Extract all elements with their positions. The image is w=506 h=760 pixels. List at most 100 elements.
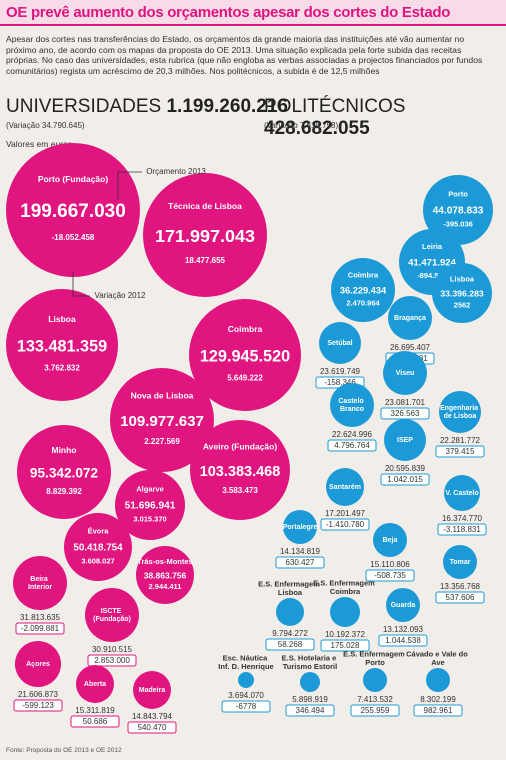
bubble [383,351,427,395]
total: POLITÉCNICOS 428.682.055 [264,96,506,140]
total-variation: (Variação 34.790.645) [6,121,85,130]
change: 50.686 [83,717,108,726]
change: -894.581 [417,271,447,280]
intro: Apesar dos cortes nas transferências do … [6,34,483,76]
budget: 95.342.072 [30,466,99,481]
change: -395.036 [443,220,473,229]
bubble [190,420,290,520]
change-box [320,639,370,652]
bubble [13,556,67,610]
bubble-name: Beira Interior [28,576,52,591]
change-box [378,634,428,647]
bubble [133,671,171,709]
budget: 38.863.756 [144,570,187,580]
bubble [64,513,132,581]
change-box [265,638,315,651]
budget: 14.843.794 [132,712,173,721]
bubble-name: E.S. Enfermagem Coimbra [313,578,377,596]
change-box [365,569,415,582]
bubble [319,322,361,364]
bubble-name: Coimbra [348,271,379,280]
bubble-name: Bragança [394,315,426,322]
bubble [426,668,450,692]
bubble-name: Trás-os-Montes [137,557,192,566]
total: UNIVERSIDADES 1.199.260.216 [6,96,288,118]
bubble [110,368,214,472]
change-box [413,704,463,717]
bubble [384,419,426,461]
change: -6778 [236,702,257,711]
total-label: UNIVERSIDADES [6,96,162,117]
bubble-name: E.S. Enfermagem Lisboa [258,579,322,597]
bubble-name: Algarve [136,484,164,493]
bubble-name: Engenharia de Lisboa [440,405,480,420]
bubble-name: Évora [88,527,110,536]
bubble-name: Minho [51,445,76,455]
change: 346.494 [296,706,325,715]
bubble-name: Leiria [422,242,443,251]
change-box [15,622,65,635]
budget: 21.606.873 [18,690,59,699]
bubble-name: Tomar [450,559,471,566]
bubble-name: ISEP [397,437,413,444]
bubble-name: Santarém [329,484,361,491]
budget: 44.078.833 [433,206,484,217]
bubble-name: Portalegre [283,524,318,531]
bubble-name: Aveiro (Fundação) [203,442,277,452]
bubble [423,175,493,245]
change-box [221,700,271,713]
change: 2.853.000 [94,656,130,665]
change: -1.410.780 [326,520,365,529]
budget: 15.311.819 [75,706,115,715]
budget: 13.356.768 [440,582,481,591]
bubble [326,468,364,506]
bubble-name: Coimbra [228,324,263,334]
total-value: 1.199.260.216 [166,96,288,117]
bubble [85,588,139,642]
budget: 31.813.635 [20,613,61,622]
change: 2.470.964 [346,298,380,307]
change: 540.470 [138,723,167,732]
change: 630.427 [286,558,315,567]
change: 326.563 [391,409,420,418]
budget: 22.281.772 [440,436,481,445]
budget: 33.396.283 [440,288,484,298]
change: 3.015.370 [133,515,166,524]
change: 2.944.411 [149,582,182,591]
change: 5.649.222 [227,374,263,383]
bubble-name: Beja [383,537,398,544]
bubble-name: Madeira [139,687,166,694]
change: 379.415 [446,447,475,456]
bubble [136,546,194,604]
bubble [6,289,118,401]
change: -508.735 [374,571,406,580]
units-note: Valores em euros [6,139,72,149]
change: -3.118.831 [443,525,481,534]
change-box [70,715,120,728]
bubble [300,672,320,692]
total-variation: (Variação 7.618.758) [264,121,339,130]
change-box [380,473,430,486]
change: 255.959 [361,706,390,715]
bubble-name: Nova de Lisboa [131,391,194,401]
bubble-name: Técnica de Lisboa [168,201,242,211]
budget: 30.910.515 [92,645,133,654]
change: 3.762.832 [44,364,80,373]
bubble-name: Açores [26,661,50,668]
change: 58.268 [278,640,303,649]
bubble [444,475,480,511]
budget: 41.471.924 [408,258,457,269]
bubble-name: V. Castelo [445,490,478,497]
budget: 9.794.272 [272,629,308,638]
change: -18.052.458 [52,233,95,242]
change: -2.099.881 [21,624,60,633]
change: 2562 [454,301,471,310]
budget: 15.110.806 [370,560,410,569]
budget: 50.418.754 [73,543,123,554]
change-box [127,721,177,734]
budget: 51.696.941 [125,501,176,512]
change-box [327,439,377,452]
change: 4.796.764 [334,441,370,450]
bubble-name: E.S. Enfermagem Porto [343,649,407,667]
